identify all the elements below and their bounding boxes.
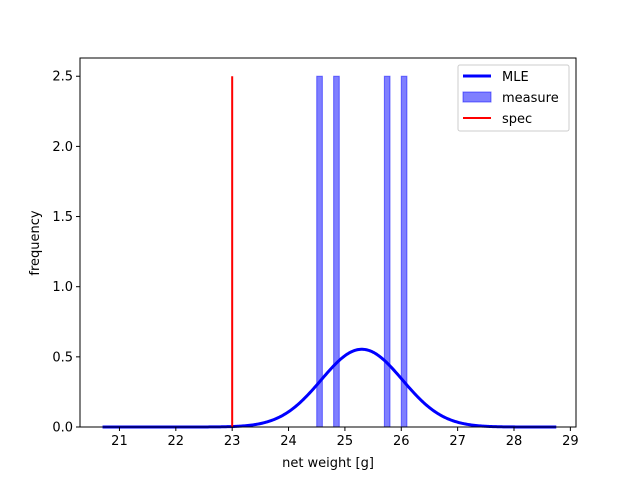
legend-box xyxy=(457,64,570,132)
y-tick-label: 1.5 xyxy=(52,210,73,225)
x-tick-label: 25 xyxy=(337,434,354,449)
y-tick-label: 0.5 xyxy=(52,350,73,365)
x-tick-label: 24 xyxy=(280,434,297,449)
legend-measure-label: measure xyxy=(502,91,559,106)
y-tick-label: 2.5 xyxy=(52,70,73,85)
x-tick-label: 26 xyxy=(393,434,410,449)
legend: MLE measure spec xyxy=(457,64,570,132)
legend-mle-label: MLE xyxy=(502,70,529,85)
x-tick-label: 22 xyxy=(168,434,185,449)
histogram-bar-2 xyxy=(333,75,340,428)
legend-measure-swatch xyxy=(462,91,492,103)
x-tick-label: 21 xyxy=(111,434,128,449)
x-tick-label: 29 xyxy=(562,434,579,449)
y-tick-label: 2.0 xyxy=(52,140,73,155)
histogram-bar-1 xyxy=(316,75,323,428)
legend-spec-label: spec xyxy=(502,112,532,127)
plot-area: 21 22 23 24 25 26 27 28 29 0.0 0.5 1.0 1.5 2.0 2.5 xyxy=(52,57,579,449)
y-tick-label: 0.0 xyxy=(52,421,73,436)
axes-frame xyxy=(79,57,577,428)
x-tick-label: 28 xyxy=(506,434,523,449)
histogram-bar-3 xyxy=(383,75,391,428)
histogram-bar-4 xyxy=(400,75,408,428)
x-tick-label: 27 xyxy=(449,434,466,449)
x-axis-label: net weight [g] xyxy=(282,456,374,471)
y-axis-label: frequency xyxy=(28,210,43,276)
x-tick-label: 23 xyxy=(224,434,241,449)
y-tick-label: 1.0 xyxy=(52,280,73,295)
